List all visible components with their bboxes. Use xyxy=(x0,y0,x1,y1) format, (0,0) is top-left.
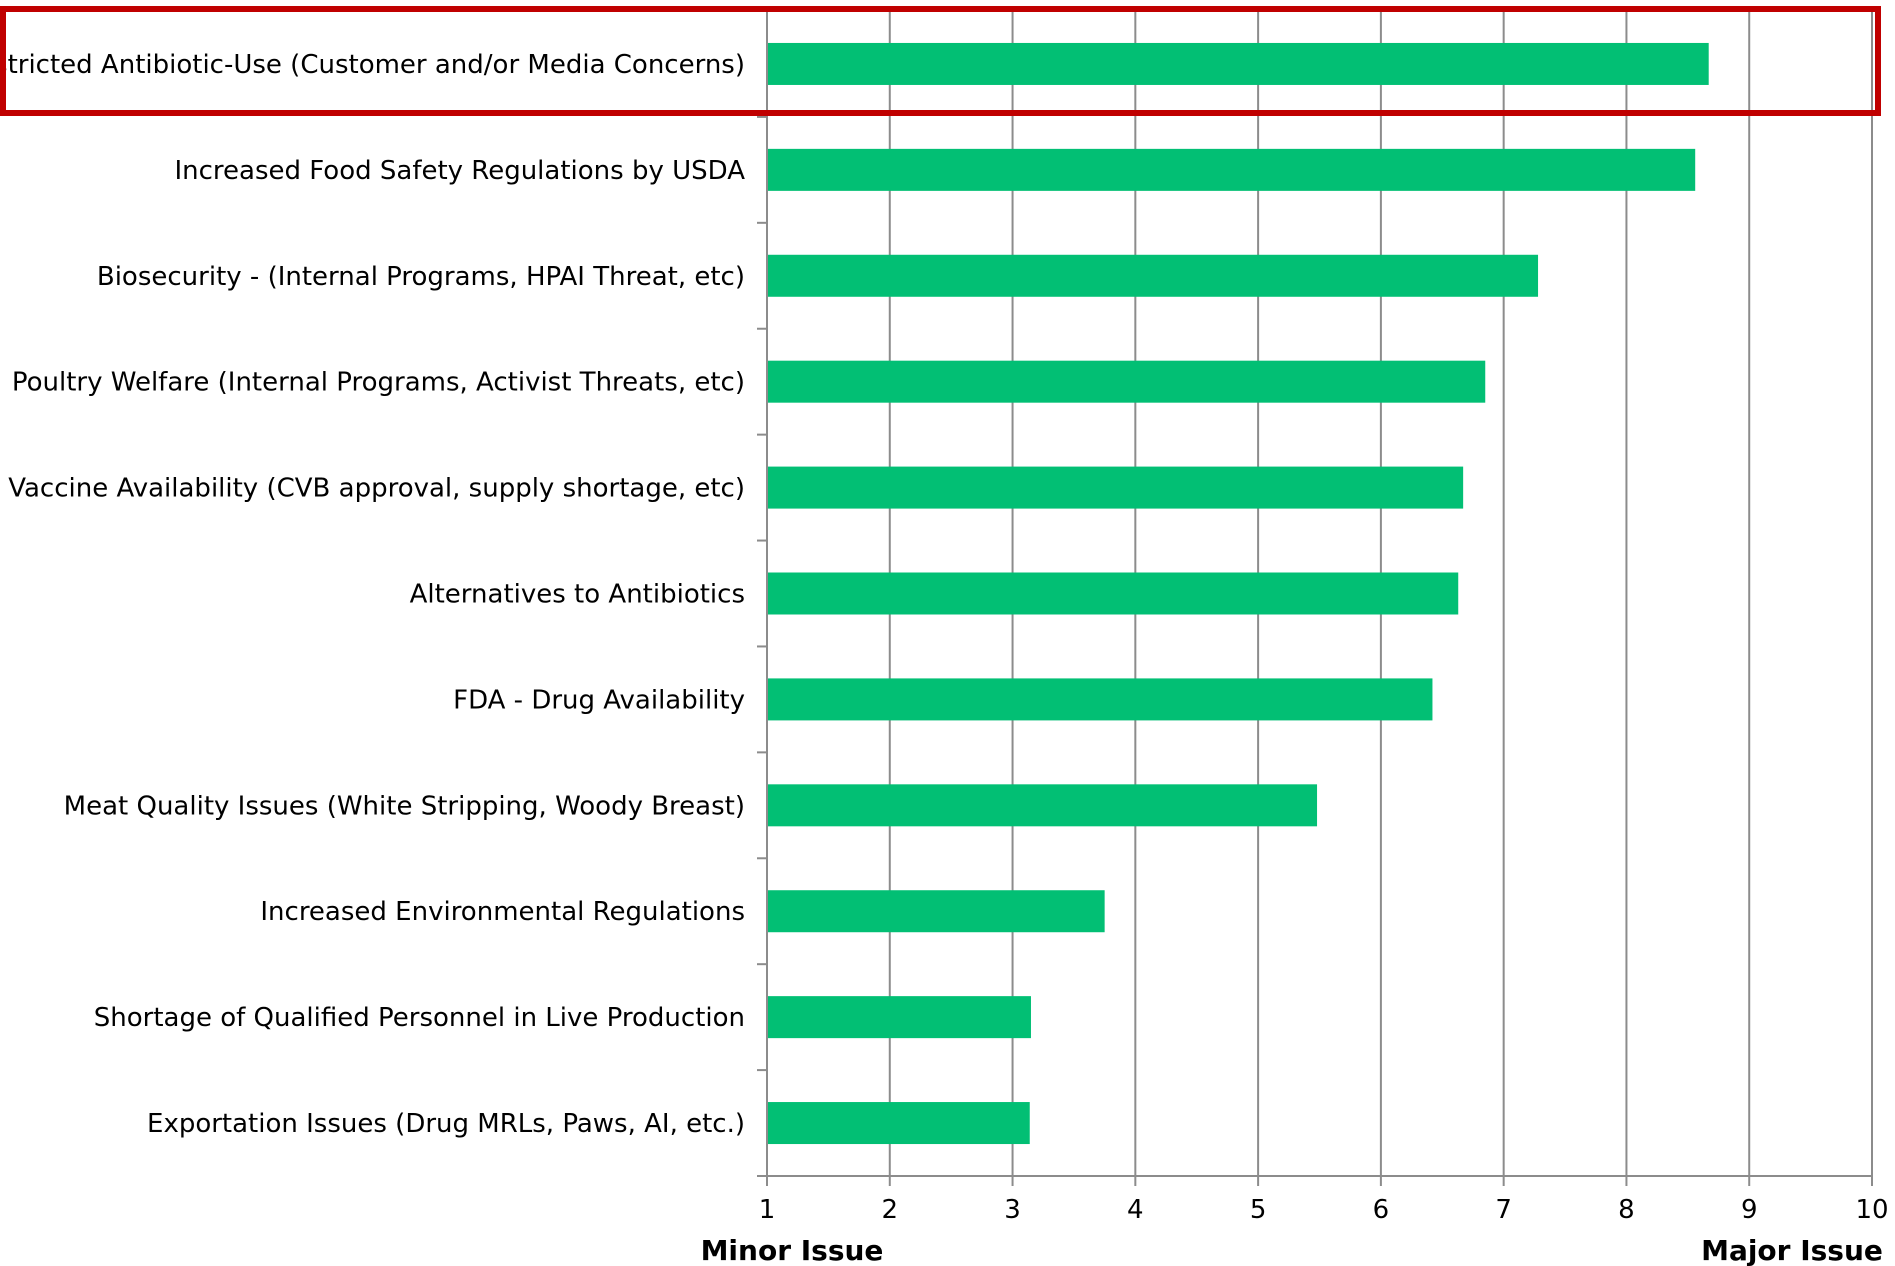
category-label-1: Restricted Antibiotic-Use (Customer and/… xyxy=(0,50,745,80)
bar-6 xyxy=(767,572,1459,615)
bar-5 xyxy=(767,466,1464,509)
bar-8 xyxy=(767,784,1318,827)
x-tick-label-3: 3 xyxy=(1004,1195,1021,1225)
tick-label-layer: 1 2 3 4 5 6 7 8 9 10 xyxy=(759,1195,1889,1225)
x-tick-label-10: 10 xyxy=(1855,1195,1888,1225)
x-tick-label-8: 8 xyxy=(1618,1195,1635,1225)
x-tick-label-9: 9 xyxy=(1741,1195,1758,1225)
bar-layer xyxy=(767,42,1709,1145)
x-tick-label-1: 1 xyxy=(759,1195,776,1225)
x-tick-label-6: 6 xyxy=(1373,1195,1390,1225)
minor-issue-label: Minor Issue xyxy=(701,1234,884,1266)
x-tick-label-5: 5 xyxy=(1250,1195,1267,1225)
category-label-6: Alternatives to Antibiotics xyxy=(410,580,745,610)
category-label-9: Increased Environmental Regulations xyxy=(260,897,745,927)
bar-11 xyxy=(767,1102,1030,1145)
category-label-8: Meat Quality Issues (White Stripping, Wo… xyxy=(64,791,745,821)
bar-10 xyxy=(767,996,1031,1039)
x-tick-label-2: 2 xyxy=(882,1195,899,1225)
category-label-layer: Restricted Antibiotic-Use (Customer and/… xyxy=(0,50,745,1139)
x-tick-label-4: 4 xyxy=(1127,1195,1144,1225)
bar-2 xyxy=(767,148,1696,191)
category-label-2: Increased Food Safety Regulations by USD… xyxy=(174,156,745,186)
bar-7 xyxy=(767,678,1433,721)
category-label-4: Poultry Welfare (Internal Programs, Acti… xyxy=(12,368,745,398)
major-issue-label: Major Issue xyxy=(1701,1234,1883,1266)
category-label-11: Exportation Issues (Drug MRLs, Paws, AI,… xyxy=(147,1109,745,1139)
x-tick-label-7: 7 xyxy=(1495,1195,1512,1225)
category-label-3: Biosecurity - (Internal Programs, HPAI T… xyxy=(97,262,745,292)
highlight-box xyxy=(0,6,1881,116)
category-label-7: FDA - Drug Availability xyxy=(453,685,745,715)
category-label-5: Vaccine Availability (CVB approval, supp… xyxy=(8,474,745,504)
bar-4 xyxy=(767,360,1486,403)
category-label-10: Shortage of Qualified Personnel in Live … xyxy=(94,1003,745,1033)
bar-1 xyxy=(767,42,1709,85)
bar-9 xyxy=(767,890,1105,933)
bar-3 xyxy=(767,254,1539,297)
